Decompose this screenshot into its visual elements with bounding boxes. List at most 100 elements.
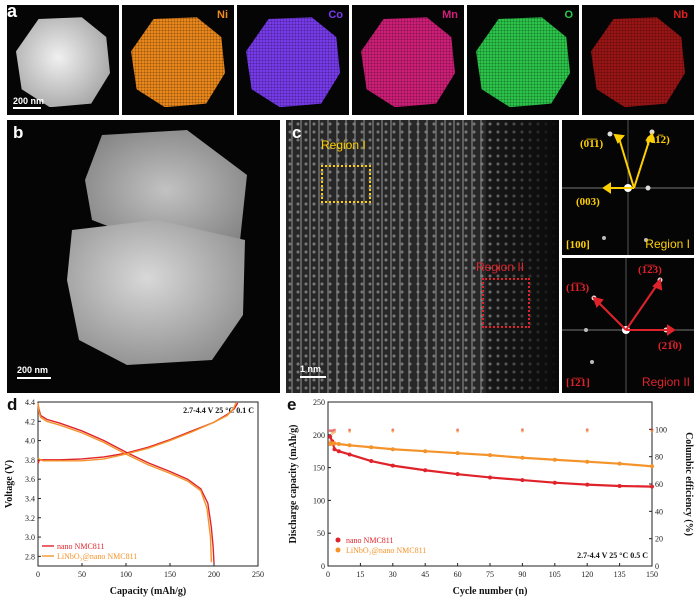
y-tick-label: 4.4 [25,398,35,407]
scale-bar-a [13,107,41,109]
y-tick-label: 3.6 [25,475,35,484]
panel-c-haadf-image: Region I Region II 1 nm [286,120,559,393]
fft1-spot-1: (0̅1̅1) [580,138,604,150]
legend-marker [335,547,341,553]
panel-b-image: 200 nm [7,120,280,393]
data-point [520,478,525,483]
data-point [520,455,525,460]
data-point [336,449,341,454]
data-point [332,447,337,452]
data-point [552,480,557,485]
element-label-o: O [564,9,573,21]
chart-condition-label: 2.7-4.4 V 25 °C 0.5 C [577,551,648,560]
x-tick-label: 30 [389,570,397,579]
data-point [455,472,460,477]
x-tick-label: 50 [78,570,86,579]
chart-condition-label: 2.7-4.4 V 25 °C 0.1 C [183,406,254,415]
y-tick-label: 50 [317,529,325,538]
particle-map [361,17,455,108]
y-tick-label: 3.0 [25,533,35,542]
data-point [336,441,341,446]
x-tick-label: 60 [454,570,462,579]
eds-map-mn: Mn [352,5,464,115]
fft2-spot-2: (1̅2̅3) [638,264,662,276]
y-axis-title: Voltage (V) [4,460,15,508]
scale-bar-c [300,376,326,378]
panel-d-label: d [7,395,18,414]
scale-label-a: 200 nm [13,96,45,106]
region-1-box [321,165,371,203]
data-point [650,464,654,469]
element-label-co: Co [328,9,343,21]
series-line [37,402,237,462]
data-point [332,441,337,446]
data-point [617,483,622,488]
region-1-label: Region I [321,138,366,152]
x-tick-label: 0 [326,570,330,579]
y2-tick-label: 60 [655,480,663,489]
data-point [333,428,336,432]
data-point [617,461,622,466]
data-point [347,452,352,457]
fft1-spot-2: (01̅2) [646,134,670,146]
panel-c-label: c [292,123,302,142]
data-point [391,429,395,433]
x-tick-label: 200 [208,570,220,579]
x-tick-label: 15 [356,570,364,579]
data-point [328,434,333,439]
data-point [423,449,428,454]
scale-label-b: 200 nm [17,365,49,375]
y-tick-label: 3.8 [25,456,35,465]
data-point [552,457,557,462]
legend-label: nano NMC811 [57,542,104,551]
data-point [456,429,459,433]
x-tick-label: 135 [614,570,626,579]
particle-lower [67,220,245,365]
y-tick-label: 0 [321,562,325,571]
scale-label-c: 1 nm [300,364,322,374]
region-2-label: Region II [476,260,525,274]
y2-tick-label: 80 [655,453,663,462]
x-tick-label: 0 [36,570,40,579]
y-tick-label: 2.8 [25,552,35,561]
particle-map [476,17,570,108]
data-point [585,482,590,487]
eds-map-nb: Nb [582,5,694,115]
eds-map-o: O [467,5,579,115]
y-tick-label: 4.2 [25,417,35,426]
data-point [585,459,590,464]
fft1-zone-axis: [100] [566,239,590,251]
y2-tick-label: 0 [655,562,659,571]
haadf-tile: 200 nm [7,5,119,115]
y-tick-label: 250 [313,398,325,407]
legend-label: LiNbO₃@nano NMC811 [57,552,137,561]
series-line [37,403,215,564]
x-tick-label: 120 [581,570,593,579]
legend-marker [335,537,341,543]
particle-map [16,17,110,108]
data-point [488,475,492,480]
element-label-ni: Ni [217,9,228,21]
y-tick-label: 3.4 [25,494,35,503]
x-axis-title: Capacity (mAh/g) [110,586,186,597]
data-point [650,484,654,489]
data-point [369,459,374,464]
y2-axis-title: Columbic efficiency (%) [683,432,694,536]
fft2-spot-3: (21̅0) [658,340,682,352]
element-label-nb: Nb [673,9,688,21]
y2-tick-label: 20 [655,535,663,544]
fft-region-1: (0̅1̅1) (01̅2) (003) [100] Region I [562,120,694,255]
legend-label: LiNbO₃@nano NMC811 [346,546,426,555]
eds-map-co: Co [237,5,349,115]
fft-region-2: (1̅1̅3) (1̅2̅3) (21̅0) [1̅2̅1] Region II [562,258,694,393]
data-point [650,429,654,433]
x-tick-label: 150 [646,570,658,579]
data-point [328,440,332,444]
data-point [369,445,374,450]
x-tick-label: 90 [518,570,526,579]
particle-map [246,17,340,108]
y2-tick-label: 100 [655,425,667,434]
data-point [348,429,351,433]
region-2-box [482,278,530,328]
x-axis-title: Cycle number (n) [453,586,528,597]
